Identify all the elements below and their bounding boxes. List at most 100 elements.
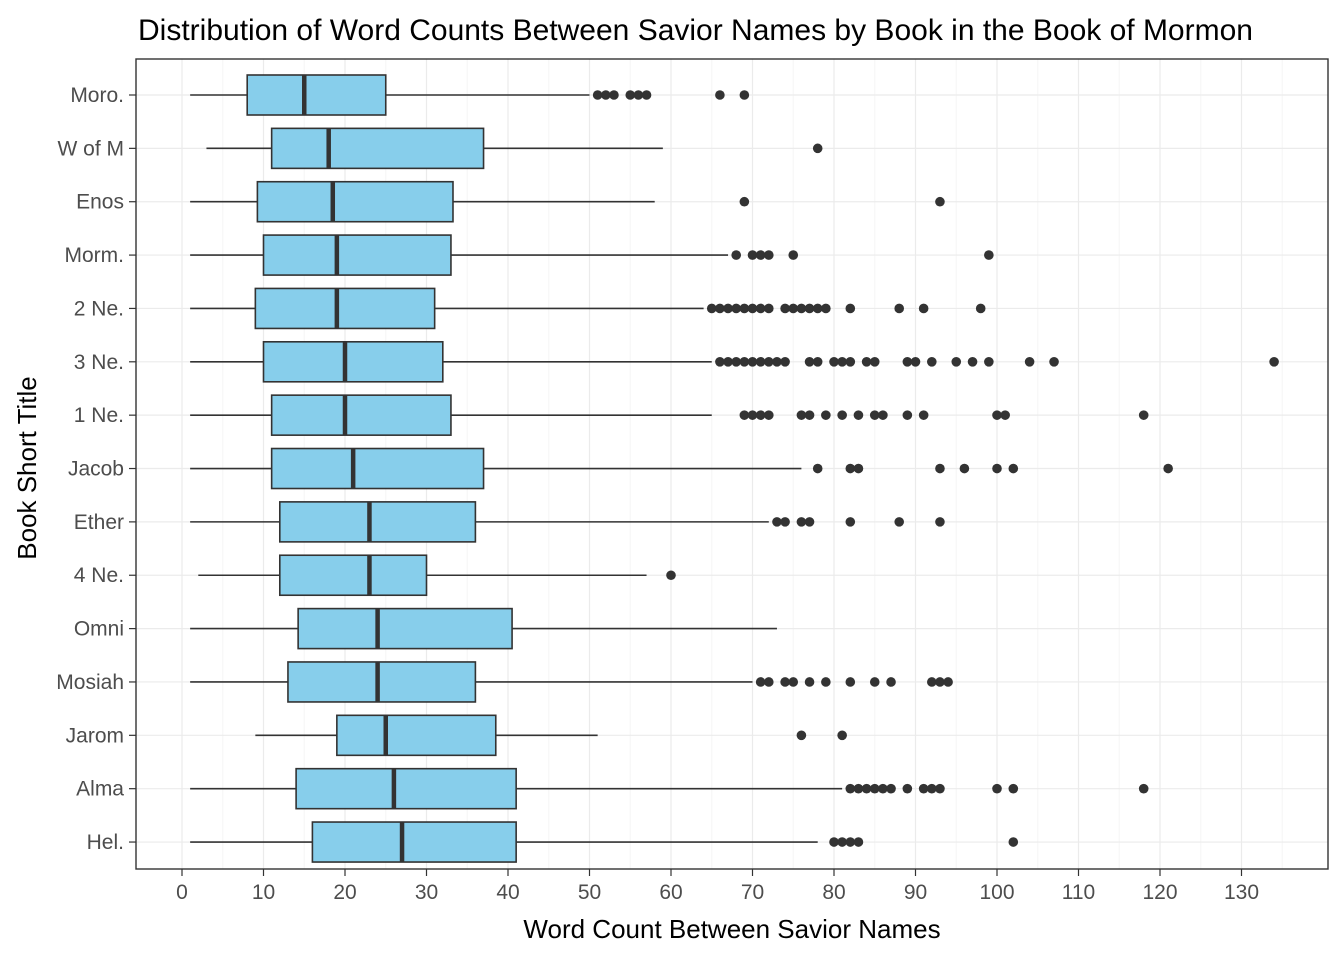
- outlier-point: [1163, 463, 1173, 474]
- outlier-point: [715, 90, 725, 100]
- boxes-layer: [190, 74, 1279, 863]
- outlier-point: [1024, 357, 1035, 367]
- outlier-point: [984, 250, 994, 260]
- box-group: [190, 394, 1149, 436]
- box-group: [190, 74, 750, 116]
- plot-border: [135, 58, 1329, 870]
- x-tick-label: 110: [1062, 881, 1095, 904]
- outlier-point: [731, 303, 741, 314]
- outlier-point: [845, 677, 856, 687]
- outlier-point: [755, 357, 766, 367]
- box-group: [206, 127, 823, 170]
- outlier-point: [861, 357, 872, 367]
- outlier-point: [918, 303, 929, 314]
- outlier-point: [747, 250, 758, 260]
- outlier-point: [1049, 357, 1059, 367]
- outlier-point: [625, 90, 636, 100]
- outlier-point: [845, 517, 856, 527]
- x-tick-label: 60: [659, 881, 682, 904]
- outlier-point: [869, 357, 880, 367]
- y-tick-label: Moro.: [70, 84, 124, 107]
- x-tick-label: 10: [252, 881, 275, 904]
- box-group: [190, 821, 1019, 863]
- box-iqr: [336, 714, 497, 757]
- outlier-point: [755, 303, 766, 314]
- outlier-point: [845, 463, 856, 474]
- outlier-point: [772, 357, 782, 367]
- outlier-point: [796, 517, 807, 527]
- y-tick-label: Jacob: [68, 458, 124, 481]
- outlier-point: [739, 90, 750, 100]
- outlier-point: [821, 677, 831, 687]
- box-iqr: [254, 287, 436, 330]
- box-iqr: [262, 340, 444, 383]
- outlier-point: [902, 357, 913, 367]
- box-group: [190, 340, 1279, 383]
- outlier-point: [845, 357, 856, 367]
- outlier-point: [1008, 783, 1019, 794]
- outlier-point: [943, 677, 953, 687]
- box-group: [198, 554, 676, 597]
- outlier-point: [821, 410, 831, 420]
- box-iqr: [256, 180, 454, 223]
- outlier-point: [804, 677, 815, 687]
- outlier-point: [918, 410, 929, 420]
- outlier-point: [731, 250, 741, 260]
- outlier-point: [706, 303, 717, 314]
- outlier-point: [755, 250, 766, 260]
- outlier-point: [666, 570, 676, 581]
- box-iqr: [278, 554, 428, 597]
- outlier-point: [935, 517, 945, 527]
- outlier-point: [739, 196, 750, 207]
- y-tick-label: 4 Ne.: [74, 564, 124, 587]
- x-tick-label: 80: [822, 881, 845, 904]
- outlier-point: [992, 463, 1002, 474]
- outlier-point: [861, 783, 872, 794]
- outlier-point: [878, 783, 888, 794]
- box-group: [190, 607, 777, 650]
- outlier-point: [812, 463, 823, 474]
- y-tick-label: Enos: [76, 191, 124, 214]
- outlier-point: [992, 410, 1002, 420]
- outlier-point: [1008, 837, 1019, 847]
- outlier-point: [869, 677, 880, 687]
- y-tick-label: Morm.: [65, 244, 125, 267]
- y-tick-label: W of M: [58, 137, 125, 160]
- outlier-point: [609, 90, 619, 100]
- outlier-point: [829, 837, 839, 847]
- outlier-point: [935, 677, 945, 687]
- outlier-point: [935, 196, 945, 207]
- outlier-point: [853, 837, 864, 847]
- outlier-point: [788, 250, 799, 260]
- x-tick-label: 20: [333, 881, 356, 904]
- outlier-point: [764, 677, 774, 687]
- box-group: [190, 767, 1149, 810]
- outlier-point: [1138, 410, 1149, 420]
- outlier-point: [764, 250, 774, 260]
- box-group: [190, 234, 994, 276]
- outlier-point: [1000, 410, 1010, 420]
- outlier-point: [837, 837, 847, 847]
- outlier-point: [739, 410, 750, 420]
- box-iqr: [297, 607, 513, 650]
- x-tick-label: 120: [1142, 881, 1177, 904]
- outlier-point: [715, 303, 725, 314]
- outlier-point: [837, 410, 847, 420]
- outlier-point: [755, 677, 766, 687]
- x-tick-label: 0: [176, 881, 188, 904]
- outlier-point: [1138, 783, 1149, 794]
- outlier-point: [837, 730, 847, 741]
- outlier-point: [715, 357, 725, 367]
- outlier-point: [723, 303, 733, 314]
- box-group: [255, 714, 847, 757]
- y-tick-label: 3 Ne.: [74, 351, 124, 374]
- outlier-point: [935, 463, 945, 474]
- box-iqr: [278, 501, 477, 543]
- box-group: [190, 501, 945, 543]
- outlier-point: [788, 303, 799, 314]
- box-iqr: [295, 767, 517, 810]
- outlier-point: [780, 517, 790, 527]
- outlier-point: [812, 303, 823, 314]
- outlier-point: [804, 303, 815, 314]
